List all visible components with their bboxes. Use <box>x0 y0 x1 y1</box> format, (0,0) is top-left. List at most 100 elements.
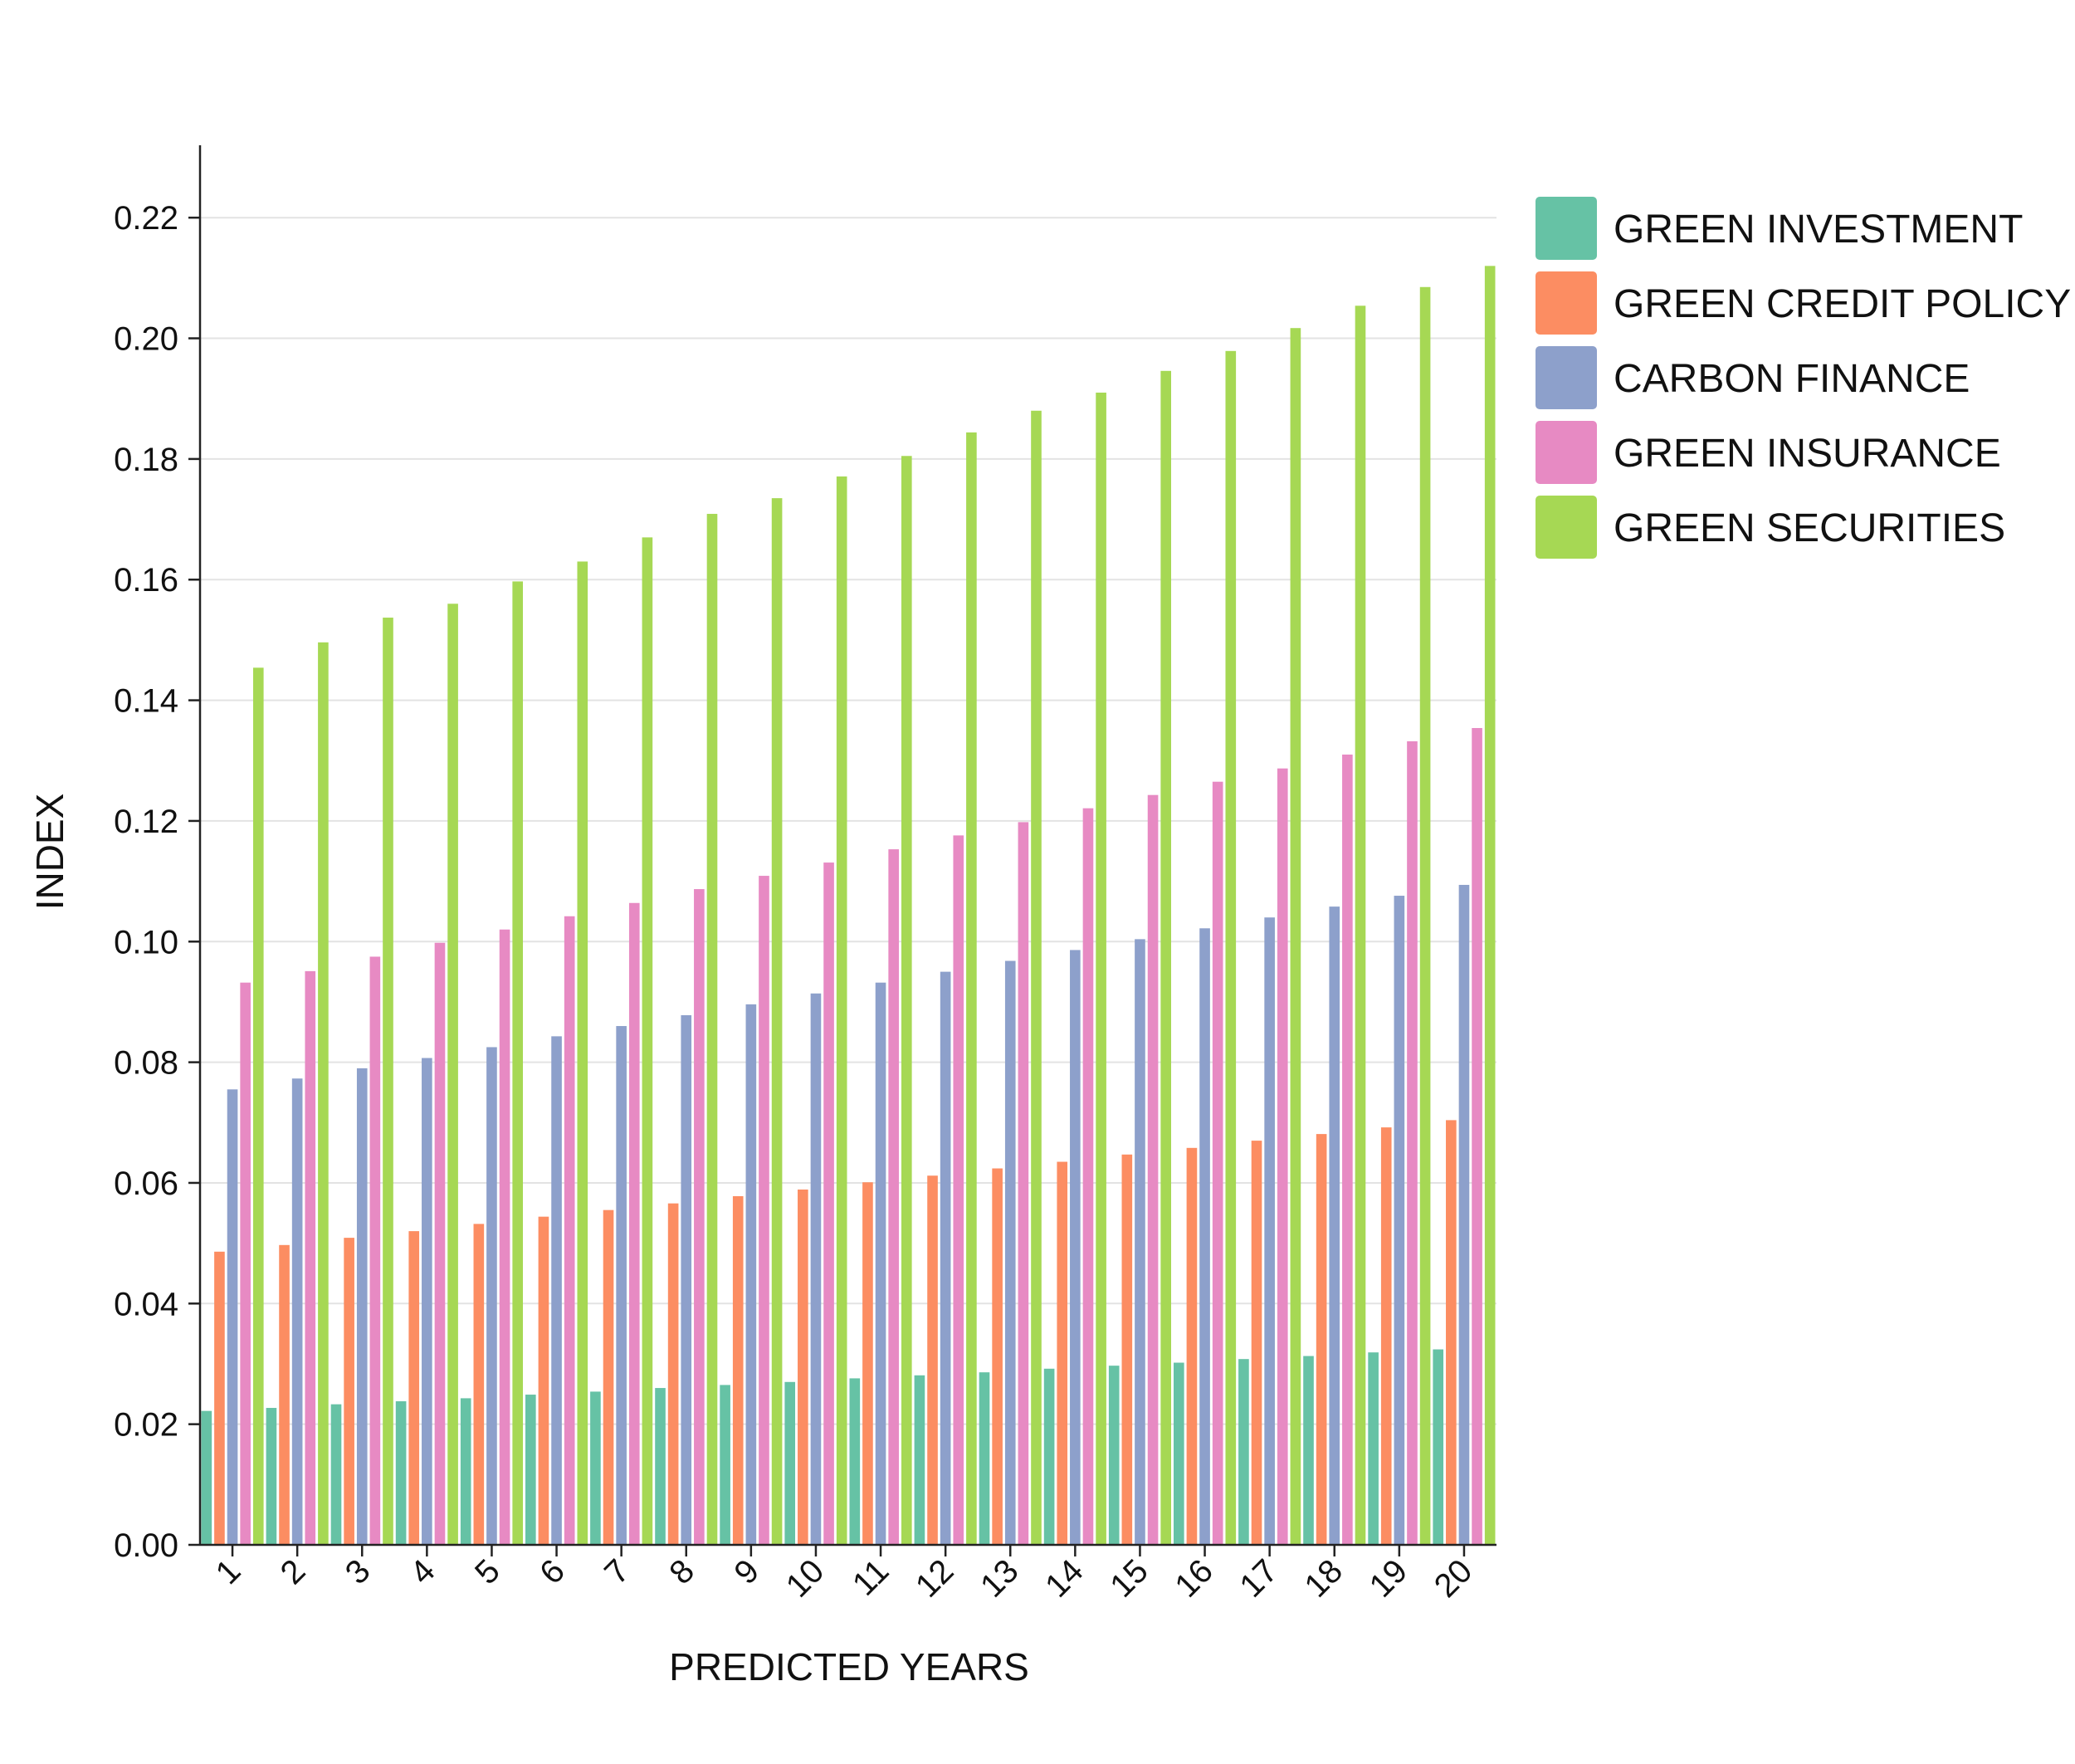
bar <box>344 1238 354 1545</box>
bar <box>1394 896 1405 1545</box>
bar <box>1458 884 1470 1545</box>
bar <box>745 1004 757 1545</box>
bar <box>1057 1161 1068 1545</box>
bar <box>227 1089 238 1545</box>
y-tick-label: 0.12 <box>114 804 178 840</box>
legend: GREEN INVESTMENT GREEN CREDIT POLICY CARBO… <box>1536 197 2071 559</box>
bar <box>1212 781 1223 1545</box>
y-tick-label: 0.14 <box>114 683 178 720</box>
bar <box>1277 768 1288 1545</box>
legend-label: GREEN SECURITIES <box>1614 506 2005 550</box>
y-tick-label: 0.10 <box>114 924 178 960</box>
bar <box>356 1068 368 1545</box>
x-tick-label: 15 <box>1103 1552 1155 1605</box>
x-tick-label: 18 <box>1298 1552 1350 1605</box>
bar <box>1186 1147 1198 1545</box>
bar <box>1329 906 1340 1545</box>
bar <box>914 1375 925 1545</box>
x-tick-label: 16 <box>1168 1552 1220 1605</box>
bar <box>1472 728 1482 1545</box>
x-tick-label: 1 <box>209 1552 248 1591</box>
y-tick-label: 0.20 <box>114 321 178 358</box>
bar <box>1160 370 1171 1546</box>
bar <box>252 667 264 1546</box>
bar <box>473 1224 485 1545</box>
x-axis-label: PREDICTED YEARS <box>669 1645 1029 1688</box>
bar <box>759 876 769 1545</box>
legend-label: GREEN INSURANCE <box>1614 432 2001 476</box>
bar <box>823 862 834 1545</box>
bar <box>1121 1154 1133 1545</box>
bar <box>1004 960 1016 1545</box>
bar <box>655 1388 666 1545</box>
bars <box>201 266 1496 1546</box>
y-tick-label: 0.06 <box>114 1165 178 1202</box>
bar <box>940 971 951 1545</box>
bar <box>771 498 783 1546</box>
bar <box>1380 1127 1392 1545</box>
x-tick-label: 5 <box>468 1552 507 1591</box>
bar <box>1342 754 1353 1545</box>
bar <box>992 1168 1003 1545</box>
bar <box>616 1026 627 1545</box>
bar <box>330 1404 342 1545</box>
x-tick-label: 7 <box>598 1552 637 1591</box>
x-tick-label: 13 <box>974 1552 1026 1605</box>
y-tick-label: 0.02 <box>114 1407 178 1444</box>
bar <box>798 1189 808 1545</box>
bar <box>603 1209 614 1545</box>
axes <box>198 145 1496 1547</box>
legend-swatch <box>1536 496 1597 559</box>
gridlines <box>200 217 1496 1425</box>
x-tick-label: 9 <box>727 1552 766 1591</box>
bar <box>408 1231 420 1545</box>
bar <box>1433 1349 1444 1545</box>
y-axis-ticks: 0.00 0.02 0.04 0.06 0.08 0.10 0.12 0.14 0.16 0.18… <box>114 200 200 1564</box>
y-tick-label: 0.18 <box>114 442 178 478</box>
x-axis-ticks: 1 2 3 4 5 6 7 8 9 10 11 12 13 14 15 16 17 18 19 20 <box>209 1545 1480 1605</box>
bar <box>538 1216 549 1545</box>
x-tick-label: 8 <box>662 1552 701 1591</box>
bar <box>875 982 886 1545</box>
legend-swatch <box>1536 197 1597 260</box>
x-tick-label: 4 <box>403 1552 442 1591</box>
bar <box>1251 1141 1262 1545</box>
bar <box>1264 917 1275 1545</box>
bar <box>732 1195 744 1545</box>
bar <box>1316 1134 1327 1545</box>
bar <box>1147 794 1159 1545</box>
bar <box>1096 392 1106 1545</box>
bar <box>862 1182 873 1545</box>
bar <box>966 432 977 1546</box>
bar <box>1031 410 1042 1546</box>
x-tick-label: 12 <box>909 1552 961 1605</box>
x-tick-label: 20 <box>1428 1552 1480 1605</box>
bar <box>1082 808 1094 1545</box>
bar <box>383 618 393 1545</box>
legend-label: GREEN CREDIT POLICY <box>1614 282 2071 326</box>
bar <box>1446 1120 1457 1545</box>
bar <box>201 1410 212 1545</box>
legend-swatch <box>1536 421 1597 484</box>
legend-label: CARBON FINANCE <box>1614 357 1970 401</box>
bar <box>577 561 588 1545</box>
x-tick-label: 6 <box>533 1552 572 1591</box>
bar <box>499 929 510 1545</box>
y-axis-label: INDEX <box>28 794 71 911</box>
bar <box>279 1244 290 1545</box>
bar <box>1355 305 1366 1546</box>
bar <box>1199 928 1210 1545</box>
y-tick-label: 0.22 <box>114 200 178 237</box>
y-tick-label: 0.00 <box>114 1527 178 1564</box>
bar <box>525 1395 536 1545</box>
bar <box>1043 1368 1055 1545</box>
bar <box>927 1175 938 1545</box>
y-tick-label: 0.08 <box>114 1045 178 1082</box>
x-tick-label: 17 <box>1233 1552 1285 1605</box>
bar <box>1407 741 1418 1545</box>
bar <box>447 603 458 1546</box>
bar <box>849 1378 861 1545</box>
x-tick-label: 14 <box>1038 1552 1091 1605</box>
bar <box>1290 328 1301 1546</box>
bar <box>1108 1366 1120 1545</box>
